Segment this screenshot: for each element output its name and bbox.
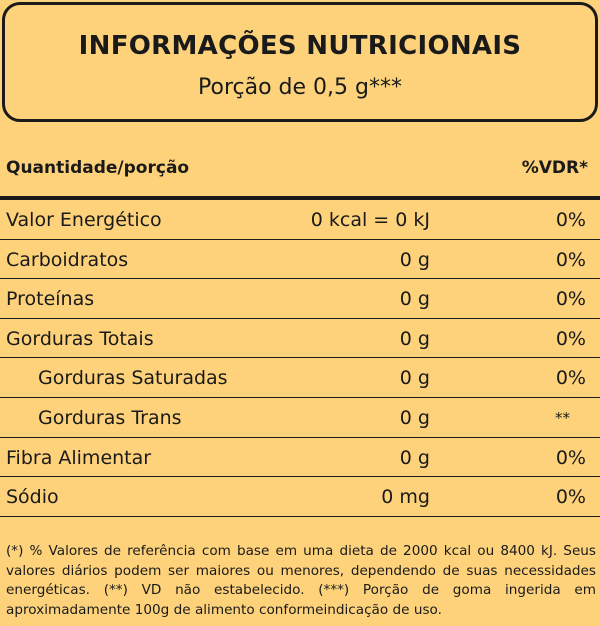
nutrient-quantity: 0 g [399,406,430,429]
nutrient-row: Fibra Alimentar 0 g 0% [0,438,600,478]
nutrient-vdr: 0% [555,367,586,390]
header-box: INFORMAÇÕES NUTRICIONAIS Porção de 0,5 g… [2,2,598,122]
vdr-column-header: %VDR* [521,158,588,178]
label-title: INFORMAÇÕES NUTRICIONAIS [78,31,522,61]
nutrient-name: Valor Energético [6,209,162,231]
nutrient-row: Carboidratos 0 g 0% [0,240,600,280]
nutrient-quantity: 0 g [399,367,430,390]
nutrient-vdr: 0% [555,486,586,509]
nutrient-row: Sódio 0 mg 0% [0,477,600,517]
nutrient-vdr: 0% [555,327,586,350]
nutrient-quantity: 0 g [399,446,430,469]
nutrient-vdr: 0% [555,248,586,271]
nutrient-subrow: Gorduras Trans 0 g ** [0,398,600,438]
header-divider [0,196,600,200]
portion-size: Porção de 0,5 g*** [198,75,402,100]
nutrient-name: Sódio [6,486,59,509]
nutrient-quantity: 0 mg [381,486,430,509]
nutrient-quantity: 0 kcal = 0 kJ [310,209,430,231]
nutrient-vdr: 0% [555,446,586,469]
nutrient-table: Valor Energético 0 kcal = 0 kJ 0% Carboi… [0,200,600,517]
nutrient-name: Gorduras Saturadas [38,367,228,390]
nutrient-vdr: 0% [555,288,586,311]
nutrient-quantity: 0 g [399,288,430,311]
nutrient-row: Gorduras Totais 0 g 0% [0,319,600,359]
nutrient-name: Fibra Alimentar [6,446,152,469]
nutrient-quantity: 0 g [399,248,430,271]
quantity-column-header: Quantidade/porção [6,158,190,178]
nutrient-quantity: 0 g [399,327,430,350]
nutrient-subrow: Gorduras Saturadas 0 g 0% [0,358,600,398]
nutrient-name: Carboidratos [6,248,129,271]
nutrient-vdr: 0% [555,209,586,231]
footnote: (*) % Valores de referência com base em … [6,543,596,618]
nutrient-row: Valor Energético 0 kcal = 0 kJ 0% [0,200,600,240]
nutrient-name: Gorduras Totais [6,327,154,350]
nutrient-name: Gorduras Trans [38,406,182,429]
nutrient-row: Proteínas 0 g 0% [0,279,600,319]
nutrient-name: Proteínas [6,288,95,311]
nutrient-vdr: ** [555,408,570,427]
